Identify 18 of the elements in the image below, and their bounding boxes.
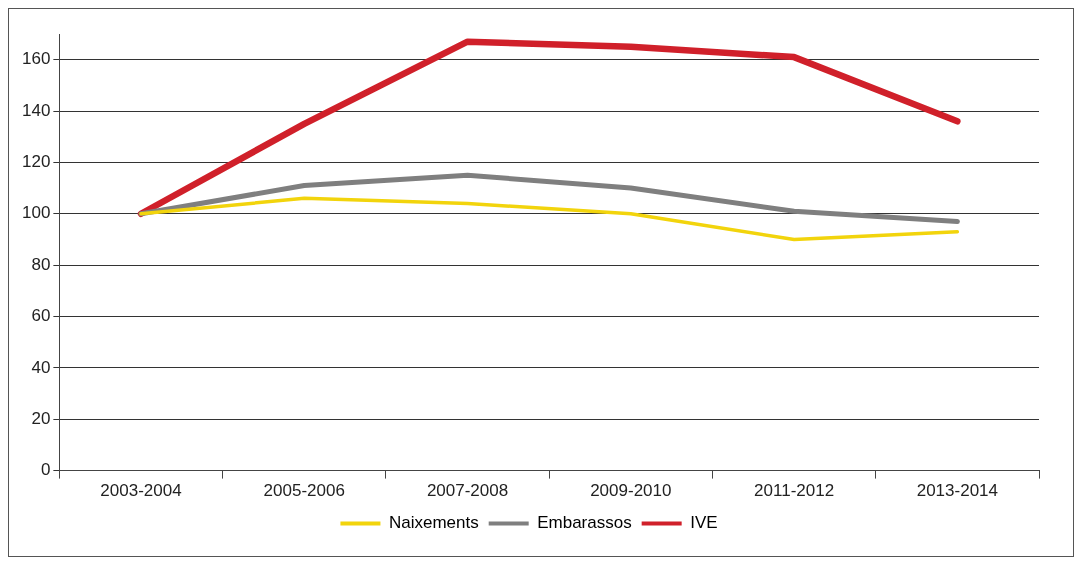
y-tick-label: 100 xyxy=(21,203,51,223)
x-tick-label: 2003-2004 xyxy=(100,481,182,501)
y-tick-label: 140 xyxy=(21,100,51,120)
y-tick-label: 40 xyxy=(31,357,51,377)
x-tick-label: 2005-2006 xyxy=(263,481,345,501)
x-tick-label: 2013-2014 xyxy=(916,481,999,501)
y-tick-label: 160 xyxy=(21,49,51,69)
y-tick-label: 60 xyxy=(31,306,51,326)
y-tick-label: 120 xyxy=(21,152,51,172)
legend-label: Naixements xyxy=(388,513,479,533)
legend-label: IVE xyxy=(690,513,718,533)
x-tick-label: 2011-2012 xyxy=(754,481,835,501)
y-tick-label: 20 xyxy=(31,408,51,428)
x-tick-label: 2009-2010 xyxy=(590,481,672,501)
y-tick-label: 0 xyxy=(40,460,51,480)
y-tick-label: 80 xyxy=(31,254,51,274)
x-tick-label: 2007-2008 xyxy=(426,481,509,501)
legend-label: Embarassos xyxy=(537,513,632,533)
